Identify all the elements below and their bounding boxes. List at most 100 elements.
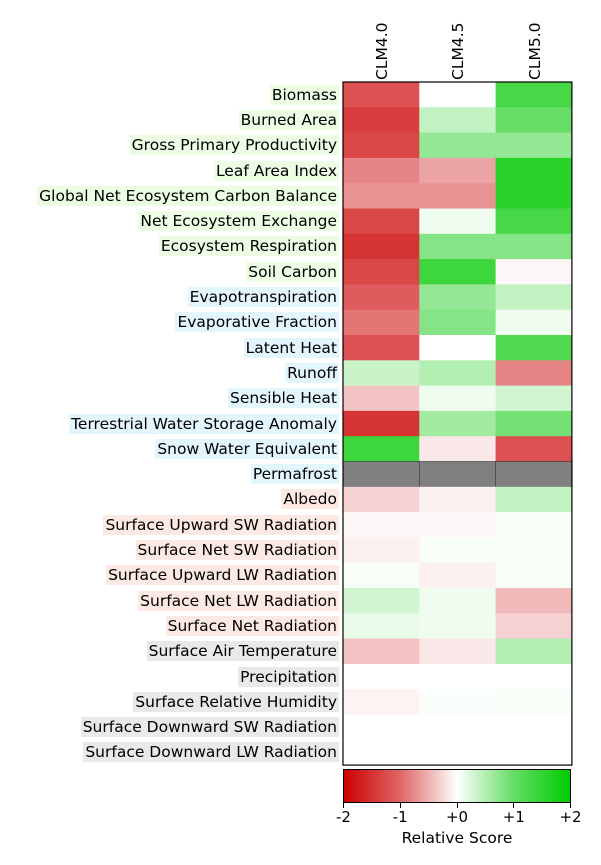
row-label: Surface Upward LW Radiation	[106, 565, 339, 586]
colorbar-tick-mark	[456, 803, 458, 808]
row-label: Net Ecosystem Exchange	[138, 211, 339, 232]
row-label: Evapotranspiration	[187, 287, 339, 308]
heatmap-cell	[419, 309, 496, 336]
colorbar-tick-label: -2	[336, 808, 351, 826]
heatmap-cell	[495, 132, 573, 159]
heatmap-cell	[343, 82, 420, 108]
heatmap-cell	[495, 562, 573, 589]
colorbar	[343, 769, 571, 803]
colorbar-tick-label: -1	[392, 808, 408, 826]
heatmap-cell	[343, 613, 420, 639]
heatmap-cell	[343, 335, 420, 361]
row-label: Surface Downward SW Radiation	[80, 717, 339, 738]
heatmap-cell	[343, 385, 420, 412]
heatmap-cell	[343, 714, 420, 741]
row-label: Evaporative Fraction	[175, 312, 339, 333]
heatmap-cell	[343, 486, 420, 513]
heatmap-cell	[343, 309, 420, 336]
heatmap-cell	[419, 613, 496, 639]
row-label: Burned Area	[238, 109, 339, 130]
heatmap-cell	[495, 486, 573, 513]
heatmap-cell	[495, 537, 573, 564]
heatmap-cell	[419, 385, 496, 412]
heatmap-cell	[495, 309, 573, 336]
column-label: CLM5.0	[525, 22, 544, 80]
heatmap-cell	[343, 410, 420, 437]
heatmap-cell	[419, 562, 496, 589]
heatmap-cell	[495, 689, 573, 715]
heatmap-cell	[343, 562, 420, 589]
heatmap-cell	[419, 335, 496, 361]
row-label: Leaf Area Index	[213, 160, 339, 181]
heatmap-cell	[495, 663, 573, 690]
row-label: Snow Water Equivalent	[155, 438, 339, 459]
heatmap-cell	[495, 157, 573, 184]
heatmap-cell	[343, 638, 420, 665]
heatmap-cell	[495, 613, 573, 639]
heatmap-frame	[342, 81, 573, 766]
column-label-wrap: CLM4.5	[447, 8, 467, 80]
colorbar-label: Relative Score	[401, 829, 513, 847]
heatmap-cell	[343, 512, 420, 538]
heatmap-cell	[495, 233, 573, 260]
column-label: CLM4.0	[373, 22, 392, 80]
heatmap-cell	[343, 233, 420, 260]
heatmap-cell	[419, 107, 496, 133]
heatmap-cell	[495, 360, 573, 386]
heatmap-cell	[419, 436, 496, 462]
heatmap-cell	[343, 360, 420, 386]
heatmap-cell	[495, 461, 573, 488]
column-label-wrap: CLM4.0	[371, 8, 391, 80]
heatmap-cell	[495, 259, 573, 285]
heatmap-cell	[419, 410, 496, 437]
heatmap-cell	[495, 739, 573, 766]
row-label: Runoff	[285, 362, 339, 383]
heatmap-cell	[419, 360, 496, 386]
heatmap-cell	[343, 284, 420, 311]
heatmap-cell	[419, 157, 496, 184]
heatmap-cell	[419, 132, 496, 159]
row-label: Biomass	[269, 84, 339, 105]
heatmap-cell	[419, 208, 496, 235]
column-label-wrap: CLM5.0	[524, 8, 544, 80]
heatmap-cell	[343, 183, 420, 209]
heatmap-cell	[419, 284, 496, 311]
heatmap-cell	[495, 107, 573, 133]
heatmap-cell	[495, 183, 573, 209]
heatmap-cell	[495, 284, 573, 311]
heatmap-cell	[495, 512, 573, 538]
heatmap-cell	[495, 638, 573, 665]
colorbar-tick-label: +0	[445, 808, 469, 826]
row-label: Sensible Heat	[228, 388, 339, 409]
heatmap-cell	[343, 739, 420, 766]
heatmap-cell	[419, 689, 496, 715]
heatmap-cell	[419, 259, 496, 285]
row-label: Global Net Ecosystem Carbon Balance	[37, 185, 339, 206]
heatmap-cell	[495, 82, 573, 108]
row-label: Surface Net Radiation	[165, 615, 339, 636]
colorbar-tick-mark	[343, 803, 344, 808]
heatmap-cell	[419, 183, 496, 209]
heatmap-cell	[343, 132, 420, 159]
heatmap-cell	[343, 588, 420, 614]
heatmap-cell	[495, 436, 573, 462]
heatmap-cell	[343, 157, 420, 184]
heatmap-cell	[419, 588, 496, 614]
row-label: Latent Heat	[243, 337, 339, 358]
heatmap-cell	[419, 82, 496, 108]
heatmap-cell	[495, 335, 573, 361]
heatmap-cell	[419, 638, 496, 665]
row-label: Permafrost	[250, 464, 339, 485]
heatmap-cell	[419, 537, 496, 564]
heatmap-cell	[343, 259, 420, 285]
heatmap-cell	[495, 714, 573, 741]
heatmap-cell	[419, 486, 496, 513]
row-label: Albedo	[281, 489, 339, 510]
heatmap-cell	[419, 739, 496, 766]
row-label: Gross Primary Productivity	[129, 135, 339, 156]
heatmap-cell	[495, 208, 573, 235]
row-label: Surface Net LW Radiation	[138, 590, 339, 611]
row-label: Surface Downward LW Radiation	[83, 742, 339, 763]
